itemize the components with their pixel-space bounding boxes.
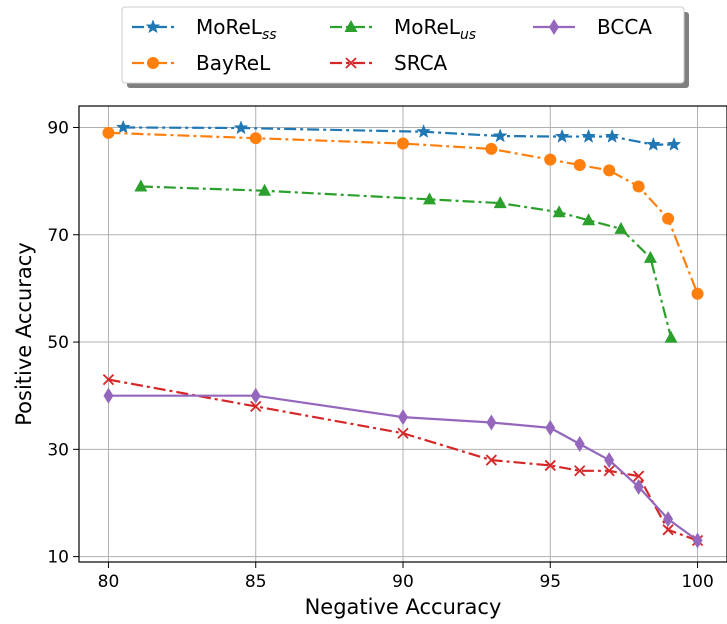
legend-label-name: SRCA — [394, 51, 448, 75]
x-tick-label: 95 — [539, 572, 561, 592]
grid-lines — [79, 106, 727, 562]
data-point — [692, 532, 703, 549]
data-point — [643, 250, 657, 263]
y-tick-label: 30 — [47, 440, 69, 460]
y-axis-label: Positive Accuracy — [12, 242, 36, 426]
series-line-morel-us — [140, 185, 673, 339]
data-point — [544, 459, 556, 472]
legend-item-bcca: BCCA — [533, 15, 652, 39]
data-point — [632, 470, 645, 482]
legend-marker — [344, 20, 358, 32]
data-point — [493, 196, 507, 209]
data-point — [485, 142, 498, 155]
data-point — [115, 119, 131, 134]
legend-label: MoReLss — [196, 15, 277, 43]
data-point — [552, 205, 566, 218]
data-point — [249, 132, 262, 145]
legend-label: BCCA — [597, 15, 652, 39]
data-point — [581, 128, 596, 143]
x-tick-label: 100 — [681, 572, 713, 592]
data-point — [603, 465, 615, 477]
legend-label: BayReL — [196, 51, 271, 75]
data-point — [574, 435, 585, 452]
legend-label: SRCA — [394, 51, 448, 75]
data-point — [633, 478, 644, 495]
data-point — [666, 136, 682, 151]
data-point — [632, 180, 645, 193]
data-point — [573, 159, 586, 172]
data-point — [397, 427, 409, 439]
x-tick-label: 80 — [98, 572, 120, 592]
series-bayrel — [102, 126, 704, 300]
data-point — [604, 128, 620, 143]
legend-marker — [549, 19, 559, 35]
data-point — [603, 164, 616, 177]
data-point — [662, 212, 675, 225]
series-line-bcca — [108, 394, 699, 542]
data-point — [545, 419, 556, 436]
data-point — [646, 136, 661, 151]
data-point — [663, 511, 674, 528]
legend-label-name: BCCA — [597, 15, 652, 39]
data-point — [103, 387, 114, 404]
legend-label-subscript: us — [460, 27, 476, 43]
y-tick-label: 10 — [47, 548, 69, 568]
data-point — [544, 153, 557, 166]
data-point — [233, 120, 249, 135]
data-point — [691, 287, 704, 300]
legend-item-bayrel: BayReL — [132, 51, 271, 75]
x-tick-label: 90 — [392, 572, 414, 592]
data-point — [416, 124, 431, 138]
data-point — [582, 213, 596, 226]
data-point — [492, 128, 508, 143]
legend-item-morel-us: MoReLus — [330, 15, 476, 43]
y-tick-label: 70 — [47, 226, 69, 246]
legend-marker — [345, 57, 357, 69]
x-axis-label: Negative Accuracy — [305, 595, 502, 619]
legend-item-morel-ss: MoReLss — [132, 15, 277, 43]
data-point — [134, 179, 148, 192]
data-point — [250, 387, 261, 404]
y-tick-label: 90 — [47, 118, 69, 138]
legend-label: MoReLus — [394, 15, 476, 43]
legend-label-name: MoReL — [196, 15, 263, 39]
data-point — [423, 192, 437, 205]
legend-marker — [147, 57, 159, 69]
y-tick-label: 50 — [47, 333, 69, 353]
data-point — [662, 524, 674, 536]
legend-label-subscript: ss — [262, 27, 277, 43]
data-point — [102, 373, 115, 386]
series-bcca — [103, 387, 703, 549]
data-point — [486, 414, 497, 431]
data-point — [664, 330, 678, 343]
axis-ticks: 80 85 90 95 100 10 30 50 70 90 — [47, 118, 713, 592]
data-point — [604, 452, 615, 469]
data-point — [258, 183, 272, 196]
series-group — [102, 119, 704, 549]
data-point — [574, 465, 586, 477]
data-point — [614, 221, 628, 234]
x-tick-label: 85 — [245, 572, 267, 592]
data-point — [102, 126, 115, 139]
legend-label-name: MoReL — [394, 15, 461, 39]
data-point — [554, 128, 570, 143]
series-morel-ss — [115, 119, 682, 151]
data-point — [485, 454, 498, 466]
legend-marker — [145, 19, 161, 34]
series-line-bayrel — [108, 131, 699, 295]
data-point — [398, 409, 408, 426]
data-point — [250, 400, 262, 413]
series-morel-us — [134, 179, 678, 343]
legend-item-srca: SRCA — [330, 51, 448, 75]
data-point — [397, 137, 409, 150]
legend-label-name: BayReL — [196, 51, 271, 75]
